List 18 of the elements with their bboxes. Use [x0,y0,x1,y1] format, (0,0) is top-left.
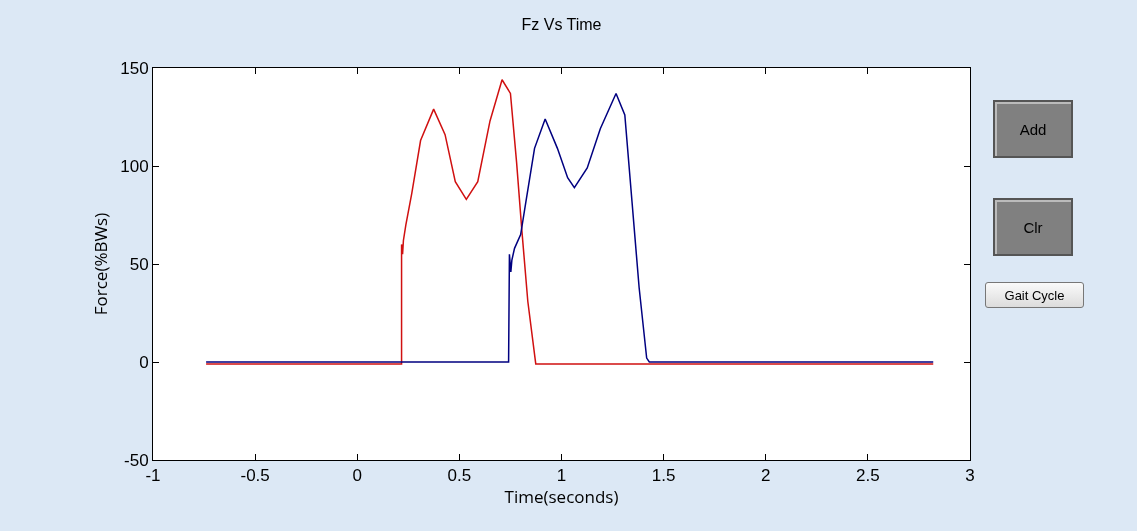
x-tick-label: -0.5 [240,466,270,486]
clear-button: Clr [993,198,1073,256]
x-tick-label: 0.5 [447,466,472,486]
y-tick-label: 50 [129,254,149,274]
x-tick-label: 1 [556,466,567,486]
x-tick-label: 2.5 [856,466,880,486]
x-axis-title: Time(seconds) [504,485,619,509]
y-tick-label: 0 [139,352,149,372]
x-tick-label: 1.5 [651,466,676,486]
gait-cycle-button: Gait Cycle [985,282,1084,308]
x-tick-label: 2 [761,466,771,486]
x-tick-label: 3 [965,466,975,486]
chart-title: Fz Vs Time [521,15,602,33]
add-button: Add [993,100,1073,158]
y-tick-label: 150 [120,58,149,78]
y-axis-title: Force(%BWs) [88,212,112,316]
x-tick-label: 0 [352,466,362,486]
y-tick-label: 100 [120,156,149,176]
